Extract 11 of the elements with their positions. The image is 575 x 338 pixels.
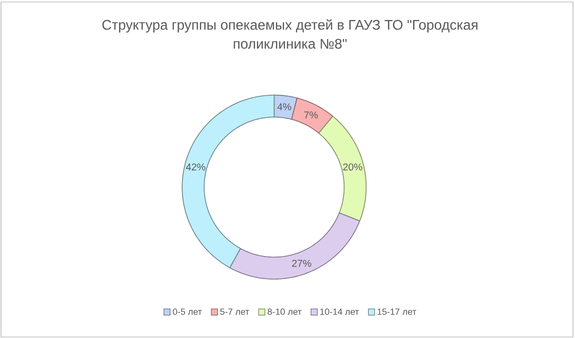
data-label: 20% [343, 163, 362, 170]
legend-label: 0-5 лет [172, 308, 202, 315]
legend-label: 15-17 лет [378, 308, 416, 315]
chart-title: Структура группы опекаемых детей в ГАУЗ ТО "Городская поликлиника №8" [102, 19, 478, 49]
data-label: 7% [304, 111, 318, 118]
data-label: 42% [186, 163, 206, 170]
legend-label: 10-14 лет [320, 308, 359, 315]
data-label: 27% [292, 260, 312, 267]
legend-label: 8-10 лет [268, 308, 302, 315]
legend-label: 5-7 лет [220, 308, 250, 315]
data-label: 4% [277, 103, 292, 110]
